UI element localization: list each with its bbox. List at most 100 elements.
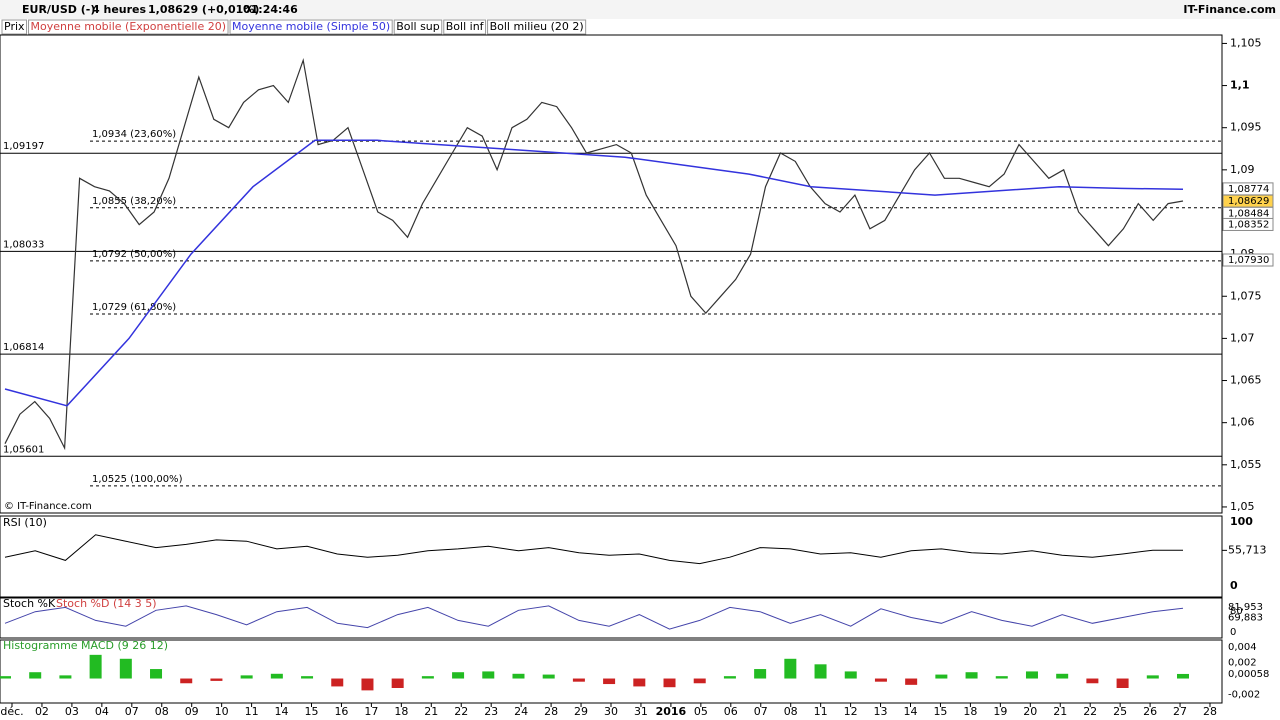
x-tick-label: 11 — [814, 705, 828, 718]
x-tick-label: 13 — [874, 705, 888, 718]
x-tick-label: 18 — [963, 705, 977, 718]
y-tick-label: -0,002 — [1228, 689, 1260, 700]
macd-bar — [965, 672, 978, 679]
x-tick-label: 14 — [904, 705, 918, 718]
level-label: 1,05601 — [3, 444, 44, 455]
panel-title: Stoch %K — [3, 597, 56, 610]
y-tick-label: 0 — [1230, 627, 1236, 638]
x-tick-label: 15 — [933, 705, 947, 718]
x-tick-label: 08 — [784, 705, 798, 718]
legend-entry: Moyenne mobile (Exponentielle 20) — [31, 20, 227, 33]
header-bar — [0, 0, 1280, 19]
x-tick-label: 2016 — [656, 705, 687, 718]
x-tick-label: 07 — [125, 705, 139, 718]
x-tick-label: 09 — [185, 705, 199, 718]
macd-bar — [814, 664, 827, 679]
copyright: © IT-Finance.com — [4, 501, 92, 512]
macd-bar — [693, 678, 706, 684]
macd-bar — [29, 672, 42, 679]
macd-bar — [844, 671, 857, 679]
x-tick-label: 14 — [275, 705, 289, 718]
legend: Prix Moyenne mobile (Exponentielle 20) Moy… — [1, 19, 587, 35]
x-tick-label: 08 — [155, 705, 169, 718]
period: 4 heures — [92, 3, 146, 16]
price-tag-label: 1,08484 — [1228, 208, 1269, 219]
macd-bar — [59, 675, 72, 679]
macd-bar — [270, 673, 283, 679]
price-tag — [1222, 253, 1274, 267]
brand: IT-Finance.com — [1183, 3, 1276, 16]
legend-entry: Boll milieu (20 2) — [490, 20, 584, 33]
y-tick-label: 1,06 — [1230, 416, 1255, 429]
macd-bar — [1177, 673, 1189, 679]
legend-entry: Boll sup — [396, 20, 440, 33]
macd-bar — [331, 678, 344, 687]
macd-bar — [905, 678, 918, 685]
price-tag — [1222, 217, 1274, 231]
price-tag-label: 1,08774 — [1228, 184, 1269, 195]
y-tick-label: 0 — [1230, 579, 1238, 592]
macd-bar — [723, 676, 736, 679]
macd-bar — [1116, 678, 1129, 688]
x-tick-label: 26 — [1143, 705, 1157, 718]
legend-box — [1, 19, 28, 35]
legend-entry: Prix — [4, 20, 25, 33]
y-tick-label: 1,05 — [1230, 500, 1255, 513]
sma-line — [4, 139, 1184, 407]
macd-bar — [512, 673, 525, 679]
y-tick-label: 1,055 — [1230, 458, 1262, 471]
macd-bar — [0, 676, 11, 679]
x-tick-label: 27 — [1173, 705, 1187, 718]
x-tick-label: 29 — [574, 705, 588, 718]
macd-bar — [391, 678, 404, 688]
y-tick-label: 1,065 — [1230, 374, 1262, 387]
macd-bar — [482, 671, 495, 679]
rsi-current-label: 55,713 — [1228, 543, 1267, 556]
x-tick-label: 22 — [1083, 705, 1097, 718]
x-tick-label: 11 — [245, 705, 259, 718]
macd-bar — [421, 676, 434, 679]
x-tick-label: déc. — [0, 705, 23, 718]
y-tick-label: 0,004 — [1228, 642, 1257, 653]
level-label: 1,06814 — [3, 342, 44, 353]
level-label: 1,08033 — [3, 239, 44, 250]
macd-bar — [603, 678, 616, 685]
macd-bar — [119, 658, 132, 679]
macd-bar — [784, 658, 797, 679]
level-label: 1,09197 — [3, 141, 44, 152]
rsi-frame — [0, 515, 1223, 598]
time: 01:24:46 — [243, 3, 298, 16]
y-tick-label: 1,075 — [1230, 289, 1262, 302]
macd-bar — [89, 654, 102, 679]
x-tick-label: 24 — [514, 705, 528, 718]
macd-bar — [1086, 678, 1099, 684]
macd-bar — [180, 678, 193, 684]
x-tick-label: 06 — [724, 705, 738, 718]
x-tick-label: 15 — [305, 705, 319, 718]
legend-box — [487, 19, 587, 35]
macd-bar — [874, 678, 887, 682]
panel-title: Histogramme MACD (9 26 12) — [3, 639, 168, 652]
y-tick-label: 1,1 — [1230, 79, 1250, 92]
level-label: 1,0525 (100,00%) — [92, 474, 183, 485]
macd-bar — [240, 675, 253, 679]
macd-bar — [754, 669, 767, 679]
legend-box — [229, 19, 393, 35]
legend-entry: Boll inf — [446, 20, 485, 33]
macd-bar — [542, 674, 555, 679]
price-tag-label: 1,08352 — [1228, 219, 1269, 230]
x-tick-label: 21 — [1053, 705, 1067, 718]
macd-bar — [1025, 671, 1038, 679]
rsi-line — [4, 534, 1183, 565]
level-label: 1,0855 (38,20%) — [92, 196, 176, 207]
x-tick-label: 30 — [604, 705, 618, 718]
macd-bar — [210, 678, 223, 681]
panel-title: RSI (10) — [3, 516, 47, 529]
x-tick-label: 03 — [65, 705, 79, 718]
macd-current-label: 0,00058 — [1228, 669, 1269, 680]
level-label: 1,0792 (50,00%) — [92, 249, 176, 260]
macd-bar — [572, 678, 585, 682]
